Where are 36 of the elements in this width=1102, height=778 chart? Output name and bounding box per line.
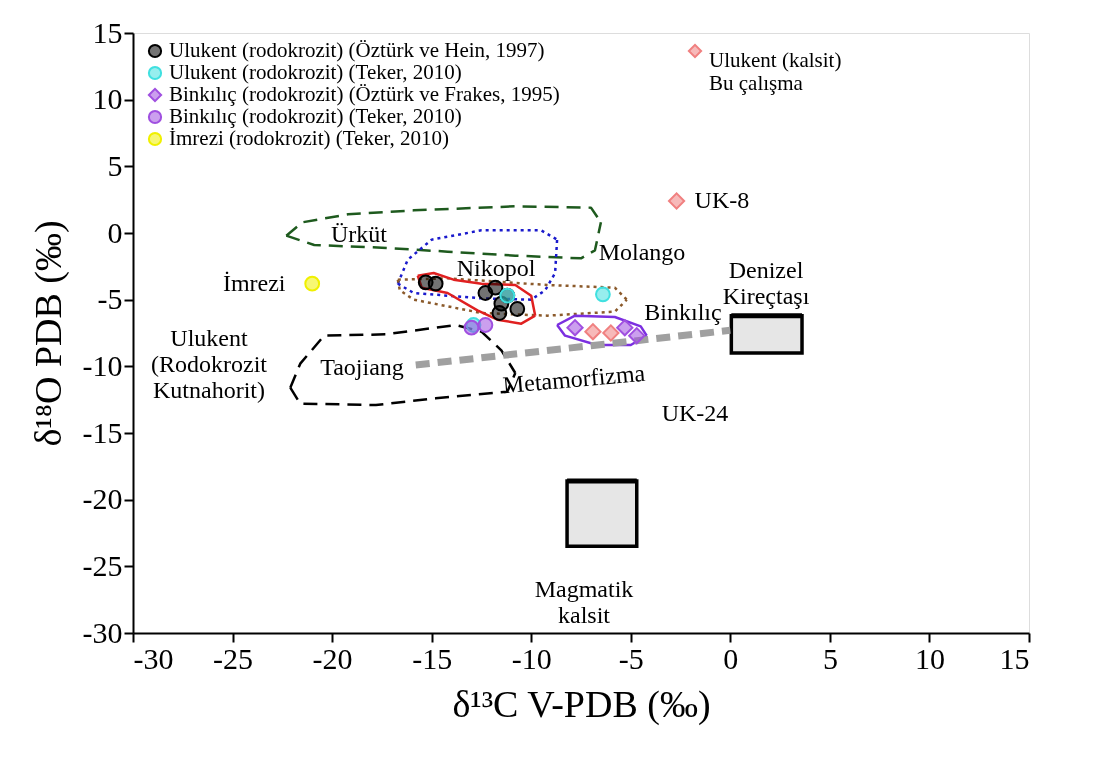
annotation: Binkılıç — [644, 299, 722, 325]
y-tick-label: 5 — [107, 148, 123, 182]
annotation: Magmatik kalsit — [534, 576, 634, 628]
x-tick-label: 10 — [914, 641, 945, 675]
y-tick-label: 15 — [92, 15, 123, 49]
y-tick-label: -5 — [97, 282, 123, 316]
x-tick-label: -5 — [618, 641, 644, 675]
annotation: Ürküt — [331, 221, 388, 247]
x-tick-label: -15 — [412, 641, 453, 675]
annotation: Molango — [598, 239, 686, 265]
y-tick-label: -25 — [82, 548, 123, 582]
x-tick-label: -30 — [133, 641, 174, 675]
x-tick-label: 15 — [999, 641, 1030, 675]
y-tick-label: -30 — [82, 615, 123, 649]
annotation: İmrezi — [222, 269, 286, 296]
annotation: Nikopol — [456, 255, 536, 281]
x-tick-label: 5 — [822, 641, 838, 675]
legend-label: Ulukent (kalsit) Bu çalışma — [709, 48, 842, 95]
annotation: Metamorfizma — [501, 359, 647, 399]
annotation: UK-8 — [694, 187, 750, 213]
y-tick-label: -15 — [82, 415, 123, 449]
y-tick-label: -20 — [82, 482, 123, 516]
x-tick-label: 0 — [723, 641, 739, 675]
x-tick-label: -10 — [511, 641, 552, 675]
annotation: UK-24 — [661, 400, 729, 426]
legend-label: Ulukent (rodokrozit) (Öztürk ve Hein, 1997) — [169, 38, 545, 62]
y-axis-title: δ¹⁸O PDB (‰) — [26, 220, 70, 447]
annotation: Taojiang — [320, 354, 404, 380]
x-tick-label: -20 — [312, 641, 353, 675]
y-tick-label: -10 — [82, 348, 123, 382]
x-axis-title: δ¹³C V-PDB (‰) — [452, 682, 711, 726]
y-tick-label: 0 — [107, 215, 123, 249]
y-tick-label: 10 — [92, 82, 123, 116]
x-tick-label: -25 — [213, 641, 254, 675]
annotation: Ulukent (Rodokrozit Kutnahorit) — [151, 325, 268, 403]
annotation: Denizel Kireçtaşı — [722, 257, 810, 309]
